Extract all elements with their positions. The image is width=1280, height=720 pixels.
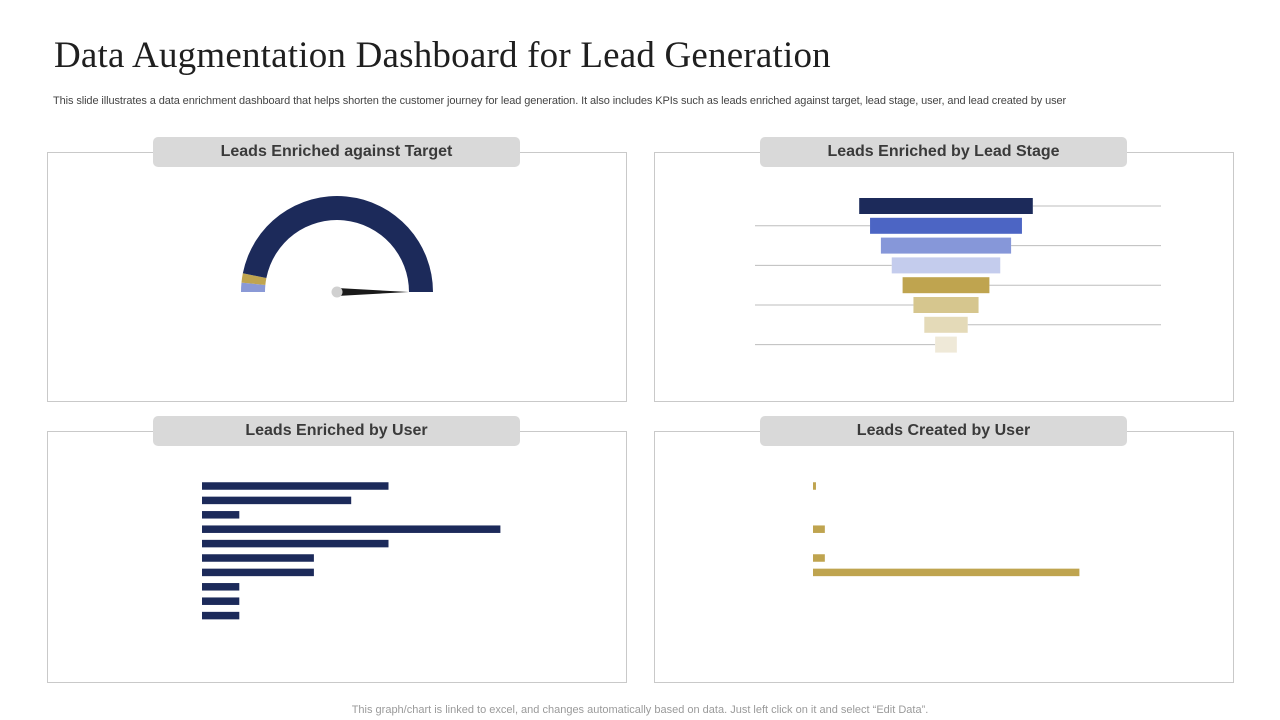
panel-leads-enriched-by-user[interactable]: Leads Enriched by User bbox=[47, 416, 628, 684]
panel-title: Leads Created by User bbox=[760, 416, 1127, 446]
funnel-bar bbox=[859, 198, 1033, 214]
panel-title: Leads Enriched by User bbox=[153, 416, 520, 446]
bar bbox=[813, 554, 825, 562]
gauge-band bbox=[242, 195, 433, 292]
bar bbox=[202, 597, 240, 605]
funnel-bar bbox=[902, 277, 990, 294]
gauge-center bbox=[331, 286, 343, 298]
bar bbox=[202, 496, 352, 505]
funnel-bar bbox=[913, 297, 979, 313]
funnel-bar bbox=[891, 257, 1001, 274]
bar bbox=[202, 583, 240, 591]
bar bbox=[202, 568, 314, 577]
gauge-needle bbox=[337, 288, 409, 296]
gauge-band bbox=[241, 282, 266, 292]
bar bbox=[813, 525, 825, 533]
funnel-chart[interactable] bbox=[655, 153, 1235, 403]
panel-leads-created-by-user[interactable]: Leads Created by User bbox=[654, 416, 1235, 684]
footer-note: This graph/chart is linked to excel, and… bbox=[351, 704, 929, 716]
bar bbox=[813, 482, 816, 490]
bar bbox=[202, 482, 389, 490]
bar bbox=[202, 539, 389, 548]
bar-chart[interactable] bbox=[655, 432, 1235, 684]
bar bbox=[813, 568, 1080, 577]
gauge-band bbox=[241, 273, 267, 285]
page-title: Data Augmentation Dashboard for Lead Gen… bbox=[54, 35, 831, 76]
bar bbox=[202, 525, 501, 533]
bar bbox=[202, 554, 314, 562]
panel-title: Leads Enriched against Target bbox=[153, 137, 520, 167]
funnel-bar bbox=[935, 336, 957, 353]
panel-title: Leads Enriched by Lead Stage bbox=[760, 137, 1127, 167]
funnel-bar bbox=[870, 217, 1022, 234]
gauge-chart[interactable] bbox=[48, 153, 628, 403]
bar bbox=[202, 611, 240, 620]
bar bbox=[202, 511, 240, 519]
bar-chart[interactable] bbox=[48, 432, 628, 684]
panel-leads-enriched-by-lead-stage[interactable]: Leads Enriched by Lead Stage bbox=[654, 137, 1235, 403]
funnel-bar bbox=[924, 316, 968, 333]
page-subtitle: This slide illustrates a data enrichment… bbox=[53, 95, 1067, 107]
panel-leads-enriched-against-target[interactable]: Leads Enriched against Target bbox=[47, 137, 628, 403]
funnel-bar bbox=[880, 237, 1012, 254]
